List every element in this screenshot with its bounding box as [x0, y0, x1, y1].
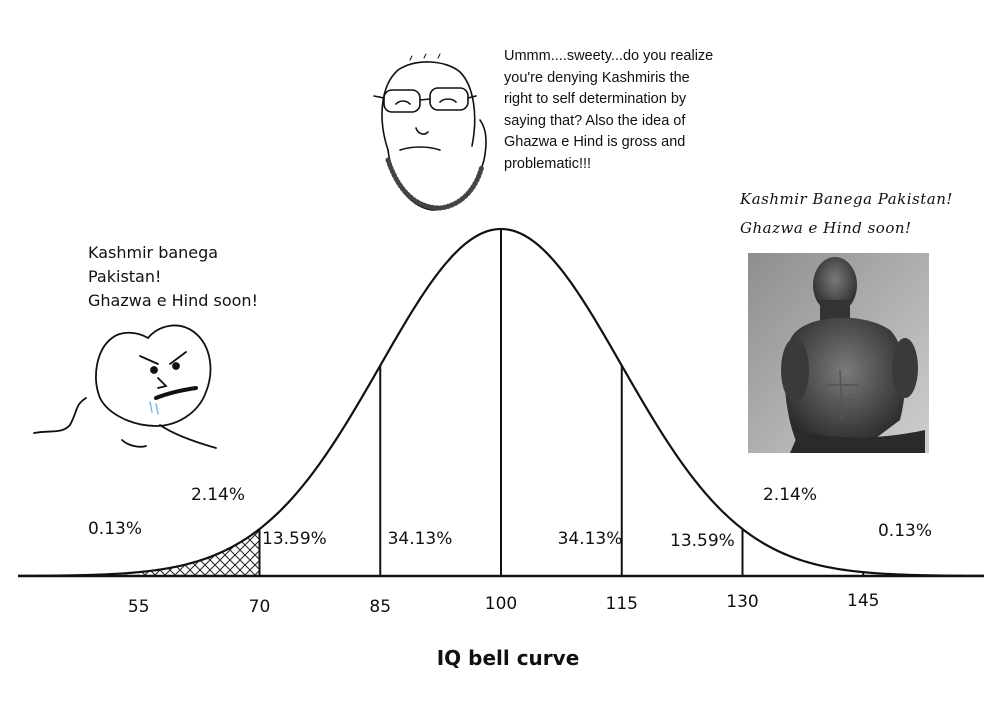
x-tick-label-130: 130 — [726, 592, 758, 612]
x-tick-label-85: 85 — [369, 597, 391, 617]
angry-wojak-icon — [33, 324, 217, 449]
speech-line: Ghazwa e Hind soon! — [740, 219, 912, 237]
band-label-4: 34.13% — [558, 529, 623, 549]
speech-line: you're denying Kashmiris the — [504, 69, 690, 86]
chart-title: IQ bell curve — [437, 646, 580, 670]
x-tick-label-115: 115 — [606, 594, 638, 614]
right-character-speech: Kashmir Banega Pakistan! Ghazwa e Hind s… — [740, 185, 953, 243]
x-tick-labels: 55 70 85 100 115 130 145 — [128, 591, 880, 617]
x-tick-label-55: 55 — [128, 597, 150, 617]
speech-line: Ghazwa e Hind is gross and — [504, 134, 686, 150]
speech-line: right to self determination by — [504, 91, 687, 107]
band-label-0: 0.13% — [88, 519, 142, 539]
speech-line: Ummm....sweety...do you realize — [504, 48, 714, 64]
soyjak-glasses-icon — [373, 53, 487, 211]
gigachad-photo-icon — [748, 253, 929, 453]
speech-line: Kashmir banega — [88, 243, 219, 262]
speech-line: Kashmir Banega Pakistan! — [740, 190, 953, 208]
band-label-7: 0.13% — [878, 521, 932, 541]
x-tick-label-100: 100 — [485, 594, 517, 614]
band-label-6: 2.14% — [763, 485, 817, 505]
band-label-1: 2.14% — [191, 485, 245, 505]
band-label-3: 34.13% — [388, 529, 453, 549]
x-tick-label-145: 145 — [847, 591, 879, 611]
speech-line: Ghazwa e Hind soon! — [88, 291, 258, 310]
bell-curve-line — [18, 227, 984, 577]
middle-character-speech: Ummm....sweety...do you realize you're d… — [504, 46, 713, 175]
band-label-5: 13.59% — [670, 531, 735, 551]
left-character-speech: Kashmir banega Pakistan! Ghazwa e Hind s… — [88, 241, 258, 313]
divider-lines — [258, 229, 865, 576]
speech-line: saying that? Also the idea of — [504, 112, 686, 129]
x-tick-label-70: 70 — [249, 597, 271, 617]
band-percentage-labels: 0.13% 2.14% 13.59% 34.13% 34.13% 13.59% 2.14% 0… — [88, 485, 932, 551]
speech-line: Pakistan! — [88, 267, 162, 286]
speech-line: problematic!!! — [504, 155, 592, 172]
band-label-2: 13.59% — [262, 529, 327, 549]
band-fill-1 — [138, 529, 260, 576]
